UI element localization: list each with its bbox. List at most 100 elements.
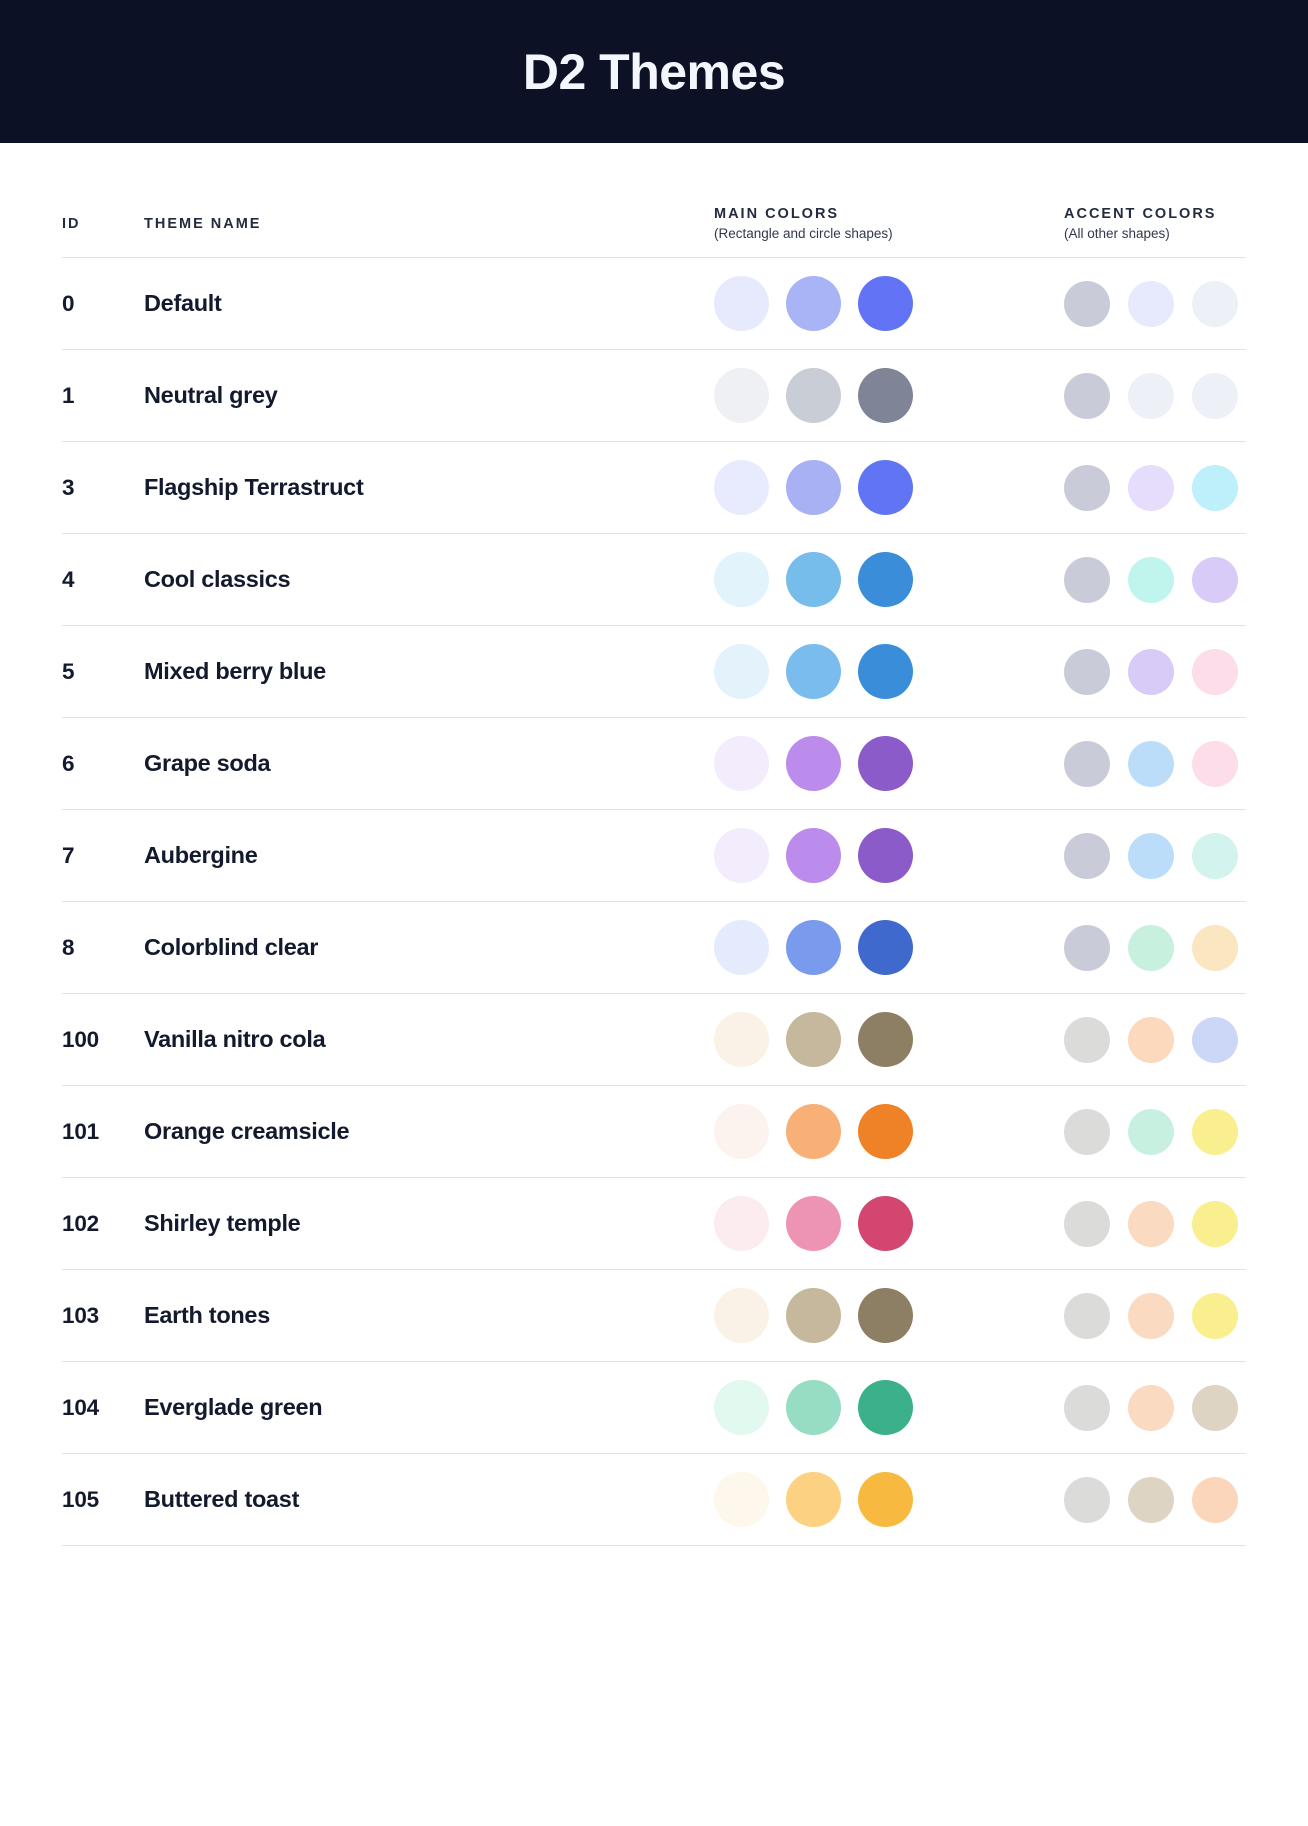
main-color-swatch-2 xyxy=(786,1104,841,1159)
theme-name: Shirley temple xyxy=(144,1210,301,1236)
row-divider xyxy=(62,1269,1246,1270)
table-row[interactable]: 4 Cool classics xyxy=(62,534,1246,625)
accent-color-swatch-2 xyxy=(1128,924,1174,971)
accent-color-swatch-2 xyxy=(1128,1016,1174,1063)
theme-id: 5 xyxy=(62,658,75,684)
main-color-swatch-3 xyxy=(858,1012,913,1067)
theme-id: 4 xyxy=(62,566,75,592)
main-color-swatch-1 xyxy=(714,1472,769,1527)
main-color-swatches xyxy=(714,644,1064,699)
main-color-swatch-2 xyxy=(786,736,841,791)
accent-color-swatch-2 xyxy=(1128,740,1174,787)
table-row[interactable]: 104 Everglade green xyxy=(62,1362,1246,1453)
table-row[interactable]: 5 Mixed berry blue xyxy=(62,626,1246,717)
main-color-swatches xyxy=(714,1196,1064,1251)
theme-name: Cool classics xyxy=(144,566,291,592)
table-row[interactable]: 100 Vanilla nitro cola xyxy=(62,994,1246,1085)
row-divider xyxy=(62,901,1246,902)
accent-color-swatch-1 xyxy=(1064,740,1110,787)
accent-color-swatch-1 xyxy=(1064,280,1110,327)
row-divider xyxy=(62,809,1246,810)
theme-name: Orange creamsicle xyxy=(144,1118,350,1144)
main-color-swatch-1 xyxy=(714,1288,769,1343)
accent-color-swatches xyxy=(1064,1016,1308,1063)
accent-color-swatch-2 xyxy=(1128,1292,1174,1339)
header-divider xyxy=(62,257,1246,258)
theme-id: 8 xyxy=(62,934,75,960)
accent-color-swatch-2 xyxy=(1128,832,1174,879)
main-color-swatch-1 xyxy=(714,920,769,975)
accent-color-swatch-2 xyxy=(1128,464,1174,511)
main-color-swatch-2 xyxy=(786,1012,841,1067)
main-color-swatch-3 xyxy=(858,1288,913,1343)
table-row[interactable]: 6 Grape soda xyxy=(62,718,1246,809)
row-divider xyxy=(62,1453,1246,1454)
column-header-id-label: ID xyxy=(62,215,81,232)
main-color-swatch-2 xyxy=(786,276,841,331)
accent-color-swatch-3 xyxy=(1192,280,1238,327)
main-color-swatches xyxy=(714,552,1064,607)
table-row[interactable]: 0 Default xyxy=(62,258,1246,349)
column-header-theme-name-label: THEME NAME xyxy=(144,215,262,232)
main-color-swatch-1 xyxy=(714,1380,769,1435)
main-color-swatch-3 xyxy=(858,552,913,607)
main-color-swatch-1 xyxy=(714,1196,769,1251)
accent-color-swatch-2 xyxy=(1128,1476,1174,1523)
column-header-accent-colors: ACCENT COLORS (All other shapes) xyxy=(1064,143,1308,257)
accent-color-swatch-1 xyxy=(1064,648,1110,695)
accent-color-swatch-1 xyxy=(1064,372,1110,419)
table-row[interactable]: 7 Aubergine xyxy=(62,810,1246,901)
row-divider xyxy=(62,717,1246,718)
row-divider xyxy=(62,1085,1246,1086)
main-color-swatches xyxy=(714,460,1064,515)
theme-id: 101 xyxy=(62,1118,99,1144)
theme-id: 103 xyxy=(62,1302,99,1328)
table-row[interactable]: 101 Orange creamsicle xyxy=(62,1086,1246,1177)
accent-color-swatch-2 xyxy=(1128,1108,1174,1155)
accent-color-swatch-1 xyxy=(1064,924,1110,971)
accent-color-swatch-3 xyxy=(1192,1292,1238,1339)
row-divider xyxy=(62,1177,1246,1178)
row-divider xyxy=(62,533,1246,534)
theme-name: Buttered toast xyxy=(144,1486,300,1512)
main-color-swatch-2 xyxy=(786,1472,841,1527)
accent-color-swatch-3 xyxy=(1192,1200,1238,1247)
main-color-swatches xyxy=(714,920,1064,975)
theme-id: 102 xyxy=(62,1210,99,1236)
row-divider xyxy=(62,1361,1246,1362)
main-color-swatches xyxy=(714,1104,1064,1159)
theme-name: Aubergine xyxy=(144,842,258,868)
main-color-swatch-1 xyxy=(714,460,769,515)
row-divider xyxy=(62,625,1246,626)
accent-color-swatch-3 xyxy=(1192,1016,1238,1063)
title-banner: D2 Themes xyxy=(0,0,1308,143)
table-row[interactable]: 3 Flagship Terrastruct xyxy=(62,442,1246,533)
accent-color-swatch-3 xyxy=(1192,924,1238,971)
table-row[interactable]: 102 Shirley temple xyxy=(62,1178,1246,1269)
accent-color-swatch-3 xyxy=(1192,648,1238,695)
main-color-swatch-3 xyxy=(858,1380,913,1435)
main-color-swatches xyxy=(714,276,1064,331)
theme-name: Flagship Terrastruct xyxy=(144,474,364,500)
main-color-swatches xyxy=(714,1472,1064,1527)
accent-color-swatches xyxy=(1064,924,1308,971)
accent-color-swatch-1 xyxy=(1064,1108,1110,1155)
theme-name: Vanilla nitro cola xyxy=(144,1026,326,1052)
table-row[interactable]: 105 Buttered toast xyxy=(62,1454,1246,1545)
accent-color-swatches xyxy=(1064,464,1308,511)
main-color-swatch-3 xyxy=(858,1196,913,1251)
main-color-swatch-3 xyxy=(858,920,913,975)
table-row[interactable]: 8 Colorblind clear xyxy=(62,902,1246,993)
accent-color-swatch-2 xyxy=(1128,648,1174,695)
table-row[interactable]: 103 Earth tones xyxy=(62,1270,1246,1361)
main-color-swatch-1 xyxy=(714,828,769,883)
table-row[interactable]: 1 Neutral grey xyxy=(62,350,1246,441)
main-color-swatch-3 xyxy=(858,368,913,423)
accent-color-swatch-1 xyxy=(1064,1200,1110,1247)
main-color-swatch-3 xyxy=(858,1472,913,1527)
accent-color-swatches xyxy=(1064,1384,1308,1431)
main-color-swatch-2 xyxy=(786,644,841,699)
theme-id: 104 xyxy=(62,1394,99,1420)
accent-color-swatches xyxy=(1064,556,1308,603)
page-title: D2 Themes xyxy=(522,43,786,100)
